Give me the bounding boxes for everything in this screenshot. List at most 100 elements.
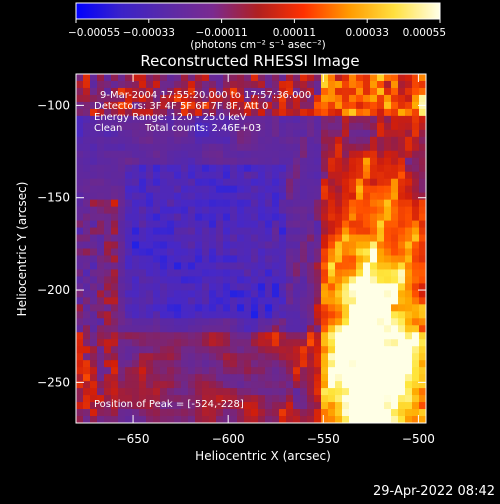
heatmap-cell bbox=[356, 80, 364, 89]
heatmap-cell bbox=[181, 199, 189, 208]
heatmap-cell bbox=[167, 94, 175, 103]
heatmap-cell bbox=[279, 101, 287, 110]
heatmap-cell bbox=[293, 80, 301, 89]
heatmap-cell bbox=[139, 381, 147, 389]
heatmap-cell bbox=[104, 297, 112, 305]
heatmap-cell bbox=[412, 388, 420, 396]
heatmap-cell bbox=[412, 402, 420, 410]
heatmap-cell bbox=[76, 171, 84, 180]
heatmap-cell bbox=[349, 248, 357, 257]
heatmap-cell bbox=[328, 416, 336, 423]
heatmap-cell bbox=[321, 74, 329, 82]
annotation-total-counts: Total counts: 2.46E+03 bbox=[144, 123, 261, 134]
heatmap-cell bbox=[223, 220, 231, 229]
heatmap-cell bbox=[286, 360, 294, 368]
heatmap-cell bbox=[76, 360, 84, 368]
heatmap-cell bbox=[188, 311, 196, 319]
heatmap-cell bbox=[272, 339, 280, 347]
heatmap-cell bbox=[265, 374, 273, 382]
heatmap-cell bbox=[272, 353, 280, 361]
heatmap-cell bbox=[405, 241, 413, 250]
x-tick-label: −650 bbox=[117, 432, 150, 446]
heatmap-cell bbox=[230, 255, 238, 264]
heatmap-cell bbox=[412, 171, 420, 180]
heatmap-cell bbox=[111, 178, 119, 187]
heatmap-cell bbox=[419, 171, 426, 180]
heatmap-cell bbox=[342, 402, 350, 410]
heatmap-cell bbox=[391, 388, 399, 396]
heatmap-cell bbox=[405, 150, 413, 159]
heatmap-cell bbox=[160, 367, 168, 375]
heatmap-cell bbox=[160, 283, 168, 291]
heatmap-cell bbox=[307, 395, 315, 403]
heatmap-cell bbox=[153, 283, 161, 291]
heatmap-cell bbox=[419, 143, 426, 152]
heatmap-cell bbox=[139, 388, 147, 396]
heatmap-cell bbox=[139, 325, 147, 333]
heatmap-cell bbox=[188, 234, 196, 243]
heatmap-cell bbox=[153, 206, 161, 215]
heatmap-cell bbox=[167, 227, 175, 236]
heatmap-cell bbox=[146, 74, 154, 82]
heatmap-cell bbox=[125, 339, 133, 347]
heatmap-cell bbox=[97, 416, 105, 423]
heatmap-cell bbox=[384, 311, 392, 319]
heatmap-cell bbox=[223, 136, 231, 145]
heatmap-cell bbox=[104, 87, 112, 96]
heatmap-cell bbox=[349, 94, 357, 103]
heatmap-cell bbox=[174, 122, 182, 131]
heatmap-cell bbox=[300, 283, 308, 291]
heatmap-cell bbox=[237, 325, 245, 333]
heatmap-cell bbox=[125, 213, 133, 222]
heatmap-cell bbox=[181, 374, 189, 382]
heatmap-cell bbox=[412, 360, 420, 368]
heatmap-cell bbox=[146, 115, 154, 124]
heatmap-cell bbox=[258, 374, 266, 382]
colorbar-gradient bbox=[75, 2, 441, 20]
heatmap-cell bbox=[349, 220, 357, 229]
heatmap-cell bbox=[167, 388, 175, 396]
heatmap-cell bbox=[139, 339, 147, 347]
heatmap-cell bbox=[244, 220, 252, 229]
heatmap-cell bbox=[139, 367, 147, 375]
heatmap-cell bbox=[104, 94, 112, 103]
heatmap-cell bbox=[412, 129, 420, 138]
heatmap-cell bbox=[237, 192, 245, 201]
heatmap-cell bbox=[370, 367, 378, 375]
heatmap-cell bbox=[230, 220, 238, 229]
heatmap-cell bbox=[216, 241, 224, 250]
heatmap-cell bbox=[97, 122, 105, 131]
heatmap-cell bbox=[97, 276, 105, 284]
heatmap-cell bbox=[307, 227, 315, 236]
heatmap-cell bbox=[202, 332, 210, 340]
heatmap-cell bbox=[244, 122, 252, 131]
heatmap-cell bbox=[188, 101, 196, 110]
heatmap-cell bbox=[412, 80, 420, 89]
heatmap-cell bbox=[391, 374, 399, 382]
heatmap-cell bbox=[83, 255, 91, 264]
heatmap-cell bbox=[258, 122, 266, 131]
heatmap-cell bbox=[104, 353, 112, 361]
heatmap-cell bbox=[167, 234, 175, 243]
heatmap-cell bbox=[202, 164, 210, 173]
heatmap-cell bbox=[412, 164, 420, 173]
heatmap-cell bbox=[251, 297, 259, 305]
heatmap-cell bbox=[391, 395, 399, 403]
heatmap-cell bbox=[363, 269, 371, 278]
heatmap-cell bbox=[118, 227, 126, 236]
heatmap-cell bbox=[307, 346, 315, 354]
heatmap-cell bbox=[377, 255, 385, 264]
heatmap-cell bbox=[188, 304, 196, 312]
heatmap-cell bbox=[125, 87, 133, 96]
heatmap-cell bbox=[160, 171, 168, 180]
heatmap-cell bbox=[139, 178, 147, 187]
heatmap-cell bbox=[104, 122, 112, 131]
heatmap-cell bbox=[167, 220, 175, 229]
heatmap-cell bbox=[160, 332, 168, 340]
heatmap-cell bbox=[76, 283, 84, 291]
heatmap-cell bbox=[188, 164, 196, 173]
heatmap-cell bbox=[230, 241, 238, 250]
heatmap-cell bbox=[265, 199, 273, 208]
heatmap-cell bbox=[258, 150, 266, 159]
heatmap-cell bbox=[125, 185, 133, 194]
